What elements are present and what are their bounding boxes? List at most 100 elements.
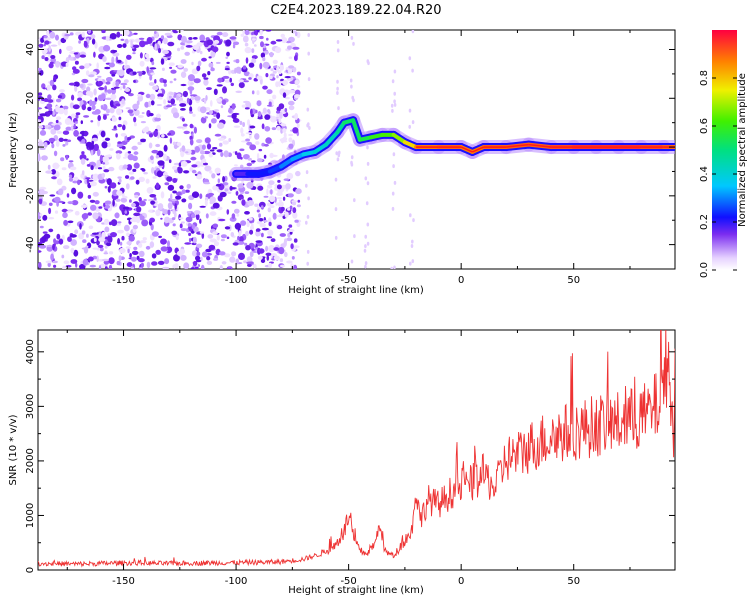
noise-blob (199, 231, 205, 234)
noise-blob (273, 255, 280, 261)
noise-blob (134, 194, 139, 199)
noise-blob (116, 260, 121, 266)
noise-blob (178, 162, 182, 167)
noise-blob (259, 223, 266, 228)
noise-blob (139, 200, 146, 207)
noise-blob (98, 206, 103, 209)
colorbar-tick-label: 0.8 (699, 70, 710, 86)
noise-blob (130, 266, 135, 269)
noise-blob (160, 246, 168, 252)
noise-blob (268, 221, 272, 227)
noise-blob (226, 61, 230, 64)
noise-blob (196, 174, 203, 180)
noise-blob (121, 145, 126, 150)
noise-blob (158, 235, 163, 239)
noise-blob (50, 253, 54, 261)
noise-blob (91, 232, 99, 235)
noise-blob (163, 83, 167, 87)
noise-blob (260, 41, 264, 48)
noise-blob (193, 78, 201, 84)
noise-blob (86, 158, 89, 161)
noise-blob (94, 200, 100, 205)
noise-blob (49, 61, 54, 65)
noise-blob (191, 61, 194, 66)
noise-blob (179, 100, 187, 104)
noise-blob (98, 237, 106, 243)
noise-blob (270, 68, 274, 72)
noise-blob (118, 247, 126, 254)
noise-blob (108, 62, 115, 68)
noise-blob (126, 241, 132, 245)
noise-blob (281, 206, 285, 212)
noise-blob (98, 265, 102, 269)
noise-blob (58, 137, 64, 142)
colorbar-tick-label: 0.0 (699, 262, 710, 278)
noise-blob (393, 69, 397, 74)
noise-blob (283, 240, 287, 247)
noise-blob (230, 232, 235, 237)
noise-blob (192, 37, 198, 40)
noise-blob (195, 213, 200, 221)
noise-blob (262, 61, 270, 69)
noise-blob (149, 74, 153, 81)
noise-blob (122, 43, 127, 48)
noise-blob (156, 113, 161, 118)
noise-blob (246, 220, 250, 228)
noise-blob (278, 213, 284, 217)
noise-blob (38, 261, 42, 269)
noise-blob (336, 79, 339, 84)
noise-blob (149, 241, 155, 248)
noise-blob (292, 46, 300, 50)
noise-blob (305, 220, 308, 225)
noise-blob (111, 73, 116, 77)
noise-blob (411, 30, 415, 34)
noise-blob (238, 82, 245, 89)
noise-blob (294, 55, 298, 62)
noise-blob (65, 126, 72, 131)
noise-blob (246, 141, 253, 146)
noise-blob (169, 137, 173, 144)
noise-blob (154, 43, 157, 51)
noise-blob (90, 34, 96, 39)
noise-blob (126, 164, 133, 171)
noise-blob (169, 66, 173, 69)
noise-blob (132, 103, 139, 110)
noise-blob (122, 156, 127, 159)
spectrogram-y-label: Frequency (Hz) (8, 112, 19, 188)
noise-blob (180, 228, 187, 232)
noise-blob (204, 137, 211, 144)
noise-blob (101, 30, 106, 34)
noise-blob (68, 160, 74, 163)
noise-blob (219, 251, 226, 256)
noise-blob (188, 37, 193, 40)
noise-blob (245, 132, 253, 135)
noise-blob (83, 41, 88, 48)
noise-blob (46, 245, 53, 247)
noise-blob (101, 173, 106, 178)
noise-blob (279, 233, 286, 237)
noise-blob (288, 133, 293, 137)
noise-blob (72, 68, 80, 74)
noise-blob (45, 260, 53, 264)
noise-blob (363, 248, 367, 253)
noise-blob (265, 73, 269, 78)
noise-blob (77, 191, 84, 199)
noise-blob (176, 126, 184, 129)
noise-blob (109, 33, 117, 40)
noise-blob (270, 238, 276, 243)
noise-blob (189, 106, 193, 113)
noise-blob (191, 169, 197, 174)
colorbar-tick-label: 0.6 (699, 118, 710, 134)
noise-blob (217, 178, 220, 183)
noise-blob (190, 213, 196, 219)
noise-blob (115, 198, 121, 202)
noise-blob (411, 68, 414, 73)
ridge-segment (279, 157, 295, 169)
noise-blob (167, 202, 173, 210)
noise-blob (39, 225, 44, 229)
noise-blob (124, 210, 128, 214)
noise-blob (202, 158, 207, 164)
noise-blob (81, 78, 89, 84)
noise-blob (92, 191, 99, 197)
noise-blob (279, 258, 284, 263)
